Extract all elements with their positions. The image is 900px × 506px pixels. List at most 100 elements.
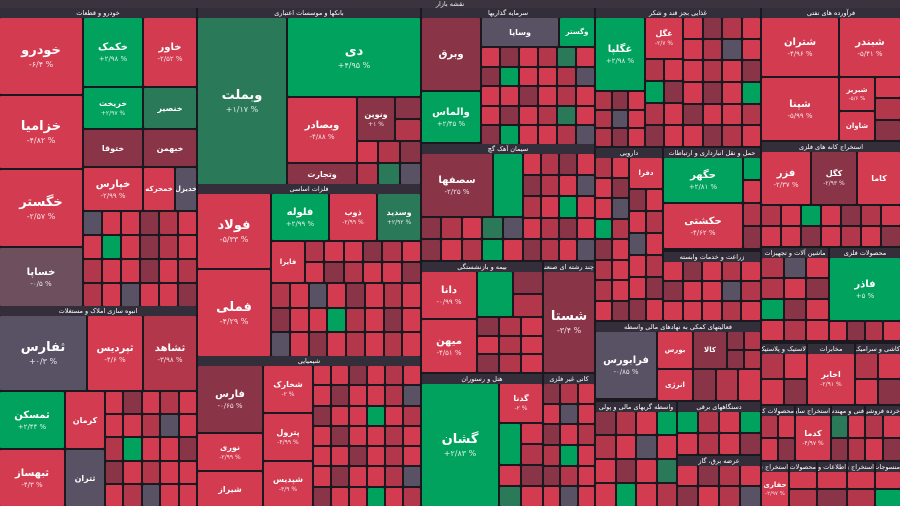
mosaic-tile[interactable]	[882, 206, 900, 225]
mosaic-tile[interactable]	[596, 281, 611, 300]
tile-auto-12[interactable]: خدیزل	[176, 168, 196, 210]
mosaic-tile[interactable]	[703, 61, 721, 81]
mosaic-tile[interactable]	[272, 333, 289, 356]
mosaic-tile[interactable]	[400, 164, 420, 184]
mosaic-tile[interactable]	[522, 487, 542, 506]
mosaic-tile[interactable]	[699, 466, 718, 485]
mosaic-tile[interactable]	[368, 426, 384, 446]
mosaic-tile[interactable]	[842, 227, 860, 246]
mosaic-tile[interactable]	[482, 48, 499, 66]
mosaic-tile[interactable]	[314, 487, 330, 506]
mosaic-tile[interactable]	[379, 142, 399, 162]
mosaic-tile[interactable]	[386, 447, 402, 466]
mosaic-tile[interactable]	[848, 472, 874, 488]
mosaic-tile[interactable]	[539, 48, 556, 66]
mosaic-tile[interactable]	[84, 260, 101, 282]
mosaic-tile[interactable]	[616, 484, 635, 506]
mosaic-tile[interactable]	[558, 106, 575, 125]
mosaic-tile[interactable]	[664, 302, 682, 320]
mosaic-tile[interactable]	[290, 333, 308, 356]
mosaic-tile[interactable]	[422, 240, 441, 260]
mosaic-tile[interactable]	[350, 447, 366, 466]
mosaic-tile[interactable]	[522, 318, 542, 335]
mosaic-tile[interactable]	[807, 300, 828, 319]
mosaic-tile[interactable]	[596, 158, 611, 177]
mosaic-tile[interactable]	[542, 197, 558, 217]
tile-financial-aux-2[interactable]: انرژی	[658, 370, 692, 400]
mosaic-tile[interactable]	[578, 240, 594, 260]
tile-real-estate-0[interactable]: ثفارس +۰/۳ %	[0, 316, 86, 390]
mosaic-tile[interactable]	[368, 467, 384, 486]
mosaic-tile[interactable]	[779, 439, 794, 460]
mosaic-tile[interactable]	[596, 240, 611, 259]
mosaic-tile[interactable]	[561, 445, 577, 465]
mosaic-tile[interactable]	[578, 384, 594, 403]
mosaic-tile[interactable]	[500, 466, 520, 485]
mosaic-tile[interactable]	[379, 164, 399, 184]
mosaic-tile[interactable]	[347, 308, 364, 332]
mosaic-tile[interactable]	[876, 120, 900, 140]
mosaic-tile[interactable]	[722, 282, 741, 300]
mosaic-tile[interactable]	[368, 366, 384, 385]
mosaic-tile[interactable]	[647, 278, 662, 298]
tile-insurance-0[interactable]: دانا -۰/۹۹ %	[422, 272, 476, 318]
mosaic-tile[interactable]	[344, 263, 362, 282]
tile-oil-products-1[interactable]: شبندر -۵/۴۱ %	[840, 18, 900, 76]
mosaic-tile[interactable]	[596, 260, 611, 279]
mosaic-tile[interactable]	[665, 82, 682, 102]
mosaic-tile[interactable]	[694, 370, 715, 400]
mosaic-tile[interactable]	[741, 412, 760, 432]
mosaic-tile[interactable]	[596, 199, 611, 218]
tile-real-estate-5[interactable]: ثبهساز -۴/۳ %	[0, 450, 64, 506]
mosaic-tile[interactable]	[350, 386, 366, 405]
mosaic-tile[interactable]	[842, 206, 860, 225]
mosaic-tile[interactable]	[161, 415, 178, 437]
mosaic-tile[interactable]	[637, 436, 656, 458]
mosaic-tile[interactable]	[179, 212, 196, 234]
mosaic-tile[interactable]	[561, 404, 577, 424]
mosaic-tile[interactable]	[613, 260, 628, 279]
mosaic-tile[interactable]	[482, 106, 499, 125]
mosaic-tile[interactable]	[403, 308, 420, 332]
mosaic-tile[interactable]	[744, 158, 760, 179]
mosaic-tile[interactable]	[309, 333, 327, 356]
mosaic-tile[interactable]	[350, 406, 366, 425]
mosaic-tile[interactable]	[866, 416, 882, 437]
mosaic-tile[interactable]	[544, 466, 560, 486]
mosaic-tile[interactable]	[332, 467, 348, 486]
mosaic-tile[interactable]	[503, 218, 522, 238]
mosaic-tile[interactable]	[501, 48, 518, 66]
mosaic-tile[interactable]	[720, 487, 739, 506]
mosaic-tile[interactable]	[539, 87, 556, 105]
tile-real-estate-6[interactable]: ثتران	[66, 450, 104, 506]
tile-banks-4[interactable]: وتجارت	[288, 164, 356, 184]
mosaic-tile[interactable]	[684, 104, 702, 125]
mosaic-tile[interactable]	[629, 129, 644, 146]
mosaic-tile[interactable]	[384, 284, 402, 307]
mosaic-tile[interactable]	[779, 416, 794, 437]
tile-metals-2[interactable]: فلوله +۲/۹۹ %	[272, 194, 328, 240]
mosaic-tile[interactable]	[762, 300, 783, 319]
mosaic-tile[interactable]	[560, 154, 576, 174]
mosaic-tile[interactable]	[742, 302, 760, 320]
mosaic-tile[interactable]	[384, 333, 402, 356]
mosaic-tile[interactable]	[520, 106, 537, 125]
mosaic-tile[interactable]	[856, 354, 877, 378]
tile-real-estate-1[interactable]: ثپردیس -۴/۶ %	[88, 316, 142, 390]
mosaic-tile[interactable]	[630, 278, 645, 298]
mosaic-tile[interactable]	[879, 380, 900, 404]
tile-other-mining-0[interactable]: کدما -۴/۹۷ %	[796, 416, 830, 460]
tile-oil-products-3[interactable]: شبریز -۵/۶ %	[840, 78, 874, 110]
mosaic-tile[interactable]	[161, 438, 178, 460]
mosaic-tile[interactable]	[402, 242, 420, 261]
mosaic-tile[interactable]	[647, 190, 662, 210]
mosaic-tile[interactable]	[762, 416, 777, 437]
tile-banks-1[interactable]: دی +۴/۹۵ %	[288, 18, 420, 96]
mosaic-tile[interactable]	[404, 467, 420, 486]
mosaic-tile[interactable]	[703, 262, 721, 280]
mosaic-tile[interactable]	[332, 426, 348, 446]
mosaic-tile[interactable]	[142, 438, 160, 460]
mosaic-tile[interactable]	[876, 472, 900, 488]
mosaic-tile[interactable]	[665, 104, 682, 124]
mosaic-tile[interactable]	[179, 260, 196, 282]
